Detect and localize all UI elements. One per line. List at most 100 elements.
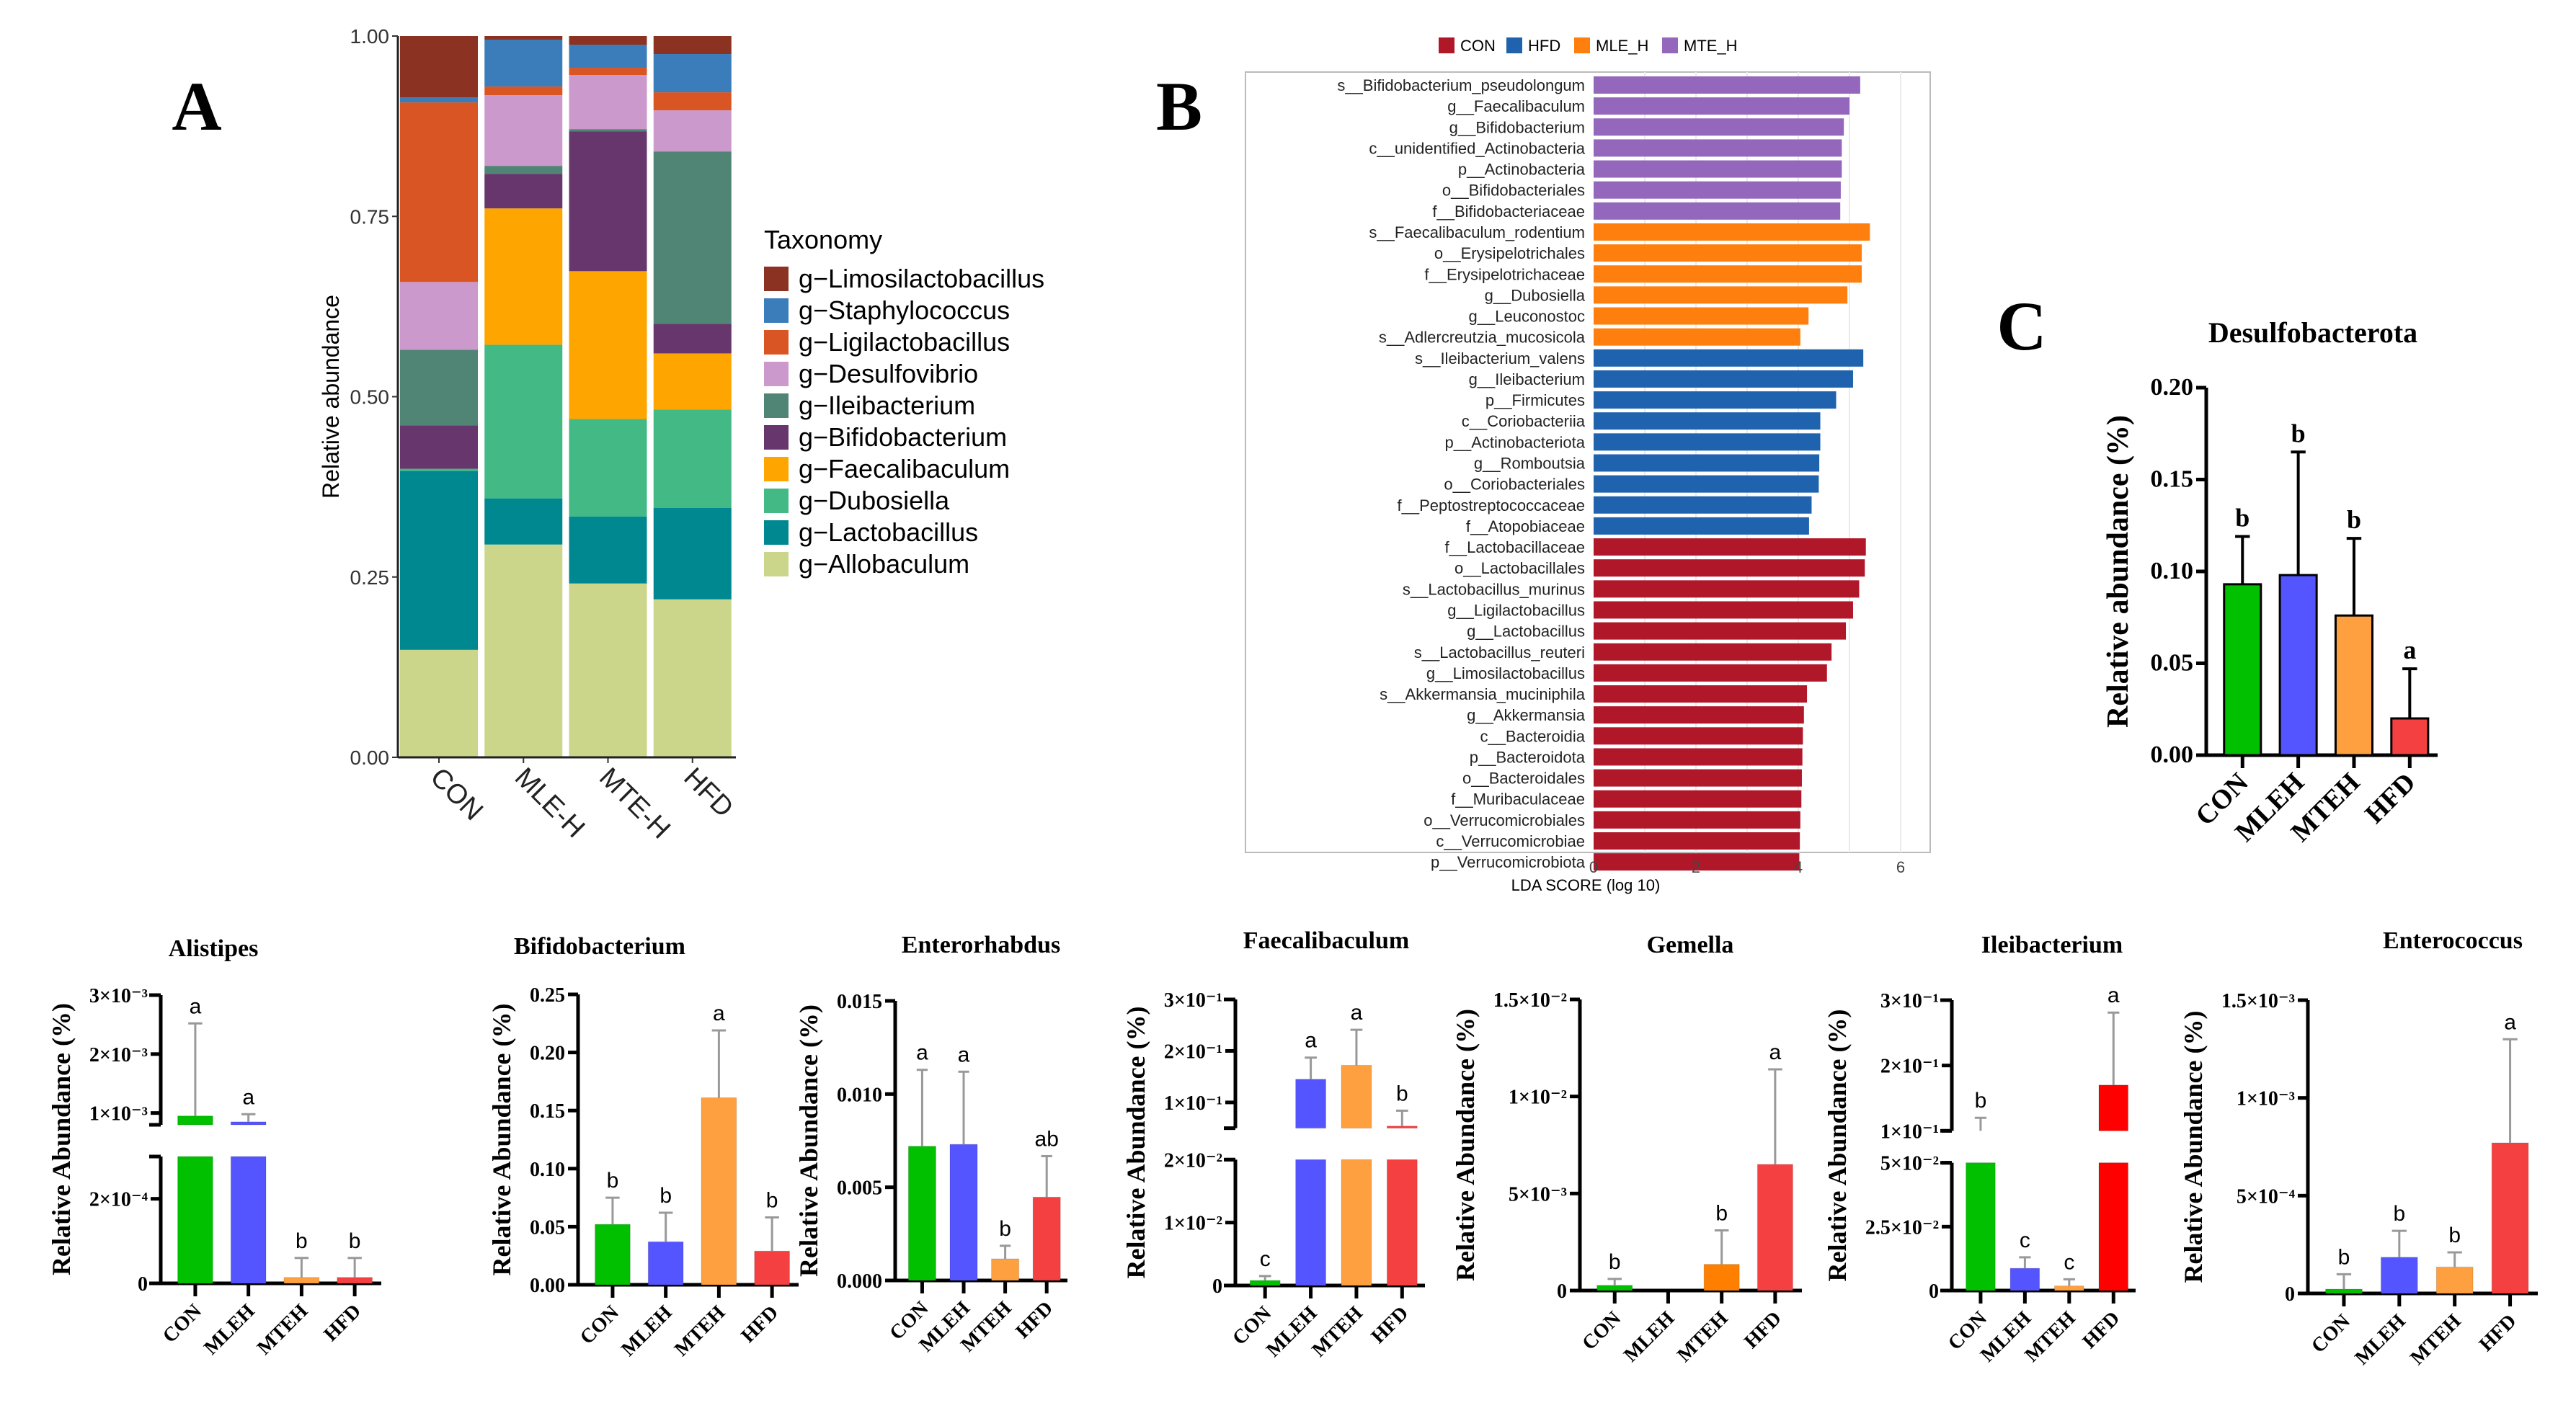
significance-letter: c [2064,1250,2074,1274]
bar [1756,1164,1793,1291]
significance-letter: ab [1035,1127,1059,1151]
lda-row-label: p__Bacteroidota [1470,748,1586,766]
legend-swatch [764,393,789,418]
bar [2334,614,2374,757]
lda-row-label: f__Lactobacillaceae [1445,538,1585,556]
lda-row-label: s__Bifidobacterium_pseudolongum [1337,76,1585,94]
y-tick-label: 1×10⁻¹ [1164,1092,1222,1115]
x-tick-label: 0 [1589,858,1598,876]
y-tick-label: 0 [1212,1275,1222,1298]
lda-bar [1594,685,1808,703]
x-tick-label: 4 [1794,858,1803,876]
stack-segment [484,174,563,209]
y-tick-label: 1×10⁻³ [2237,1088,2295,1110]
y-tick-label: 0.05 [2151,650,2194,677]
lda-bar [1594,118,1844,136]
legend-label: g−Limosilactobacillus [799,264,1044,293]
lda-bar [1594,538,1866,556]
lda-row-label: g__Bifidobacterium [1449,118,1585,136]
lda-row-label: o__Bifidobacteriales [1442,182,1585,200]
stack-segment [569,516,647,584]
lda-row-label: c__Bacteroidia [1480,727,1585,745]
y-tick-label: 0.25 [350,566,390,589]
y-axis-label: Relative Abundance (%) [47,1003,76,1275]
significance-letter: b [1975,1089,1987,1113]
bar [1966,1162,1996,1291]
lda-bar [1594,517,1809,535]
stack-segment [653,151,732,324]
lda-row-label: g__Akkermansia [1467,706,1586,724]
lda-row-label: f__Erysipelotrichaceae [1424,265,1585,283]
panel-label-a: A [172,68,221,145]
y-axis-label: Relative Abundance (%) [1823,1010,1852,1282]
significance-letter: b [2338,1245,2350,1269]
bar [1032,1196,1061,1281]
significance-letter: b [1396,1082,1408,1105]
stack-segment [569,129,647,132]
stack-segment [653,92,732,111]
legend-swatch [1439,37,1454,53]
stack-segment [653,36,732,55]
legend-swatch [1662,37,1678,53]
significance-letter: b [607,1169,619,1193]
bar-upper-segment [1295,1079,1326,1129]
y-tick-label: 3×10⁻³ [89,985,148,1007]
stack-segment [400,471,478,650]
y-tick-label: 1×10⁻³ [89,1103,148,1126]
bar-upper-segment [177,1115,213,1126]
bar [230,1156,267,1284]
significance-letter: a [713,1002,725,1025]
y-tick-label: 2×10⁻³ [89,1044,148,1066]
lda-bar [1594,706,1804,724]
lda-row-label: o__Erysipelotrichales [1434,244,1585,262]
significance-letter: b [296,1229,308,1253]
bar [177,1156,213,1284]
stack-segment [400,425,478,469]
bar [754,1250,790,1286]
lda-bar [1594,664,1827,682]
lda-row-label: s__Faecalibaculum_rodentium [1369,223,1585,241]
lda-row-label: g__Ligilactobacillus [1447,601,1585,619]
stack-segment [569,583,647,757]
bar [2009,1267,2040,1291]
legend-swatch [764,520,789,545]
significance-letter: a [2504,1010,2516,1034]
lda-bar [1594,622,1847,640]
lda-bar [1594,412,1821,430]
y-tick-label: 2×10⁻⁴ [89,1189,148,1211]
lda-row-label: s__Lactobacillus_reuteri [1414,643,1585,661]
stack-segment [484,544,563,757]
lda-bar [1594,454,1820,472]
significance-letter: a [1769,1041,1782,1064]
lda-row-label: s__Adlercreutzia_mucosicola [1379,329,1586,347]
legend-label: g−Desulfovibrio [799,359,978,388]
significance-letter: a [1305,1029,1317,1053]
lda-row-label: c__unidentified_Actinobacteria [1369,139,1585,157]
y-tick-label: 0.50 [350,386,390,409]
y-tick-label: 5×10⁻⁴ [2237,1185,2296,1208]
legend-swatch [764,267,789,291]
y-tick-label: 0.15 [2151,466,2194,493]
significance-letter: a [242,1085,254,1109]
bar-upper-segment [1341,1064,1372,1129]
y-tick-label: 3×10⁻¹ [1880,990,1939,1012]
stack-segment [653,353,732,410]
stack-segment [653,599,732,757]
legend-label: g−Ligilactobacillus [799,327,1010,357]
y-tick-label: 0.10 [2151,558,2194,584]
stack-segment [569,68,647,76]
lda-bar [1594,265,1862,283]
lda-bar [1594,76,1860,94]
lda-bar [1594,475,1819,493]
lda-row-label: g__Lactobacillus [1467,623,1585,641]
y-tick-label: 0.10 [530,1159,565,1181]
stack-segment [569,45,647,68]
y-tick-label: 2.5×10⁻² [1865,1216,1939,1239]
chart-title: Alistipes [169,935,259,962]
bar [2054,1286,2084,1291]
legend-label: g−Dubosiella [799,486,950,515]
chart-title: Faecalibaculum [1243,927,1409,954]
stack-segment [484,36,563,40]
significance-letter: b [349,1229,361,1253]
y-axis-label: Relative abundance [318,295,344,499]
